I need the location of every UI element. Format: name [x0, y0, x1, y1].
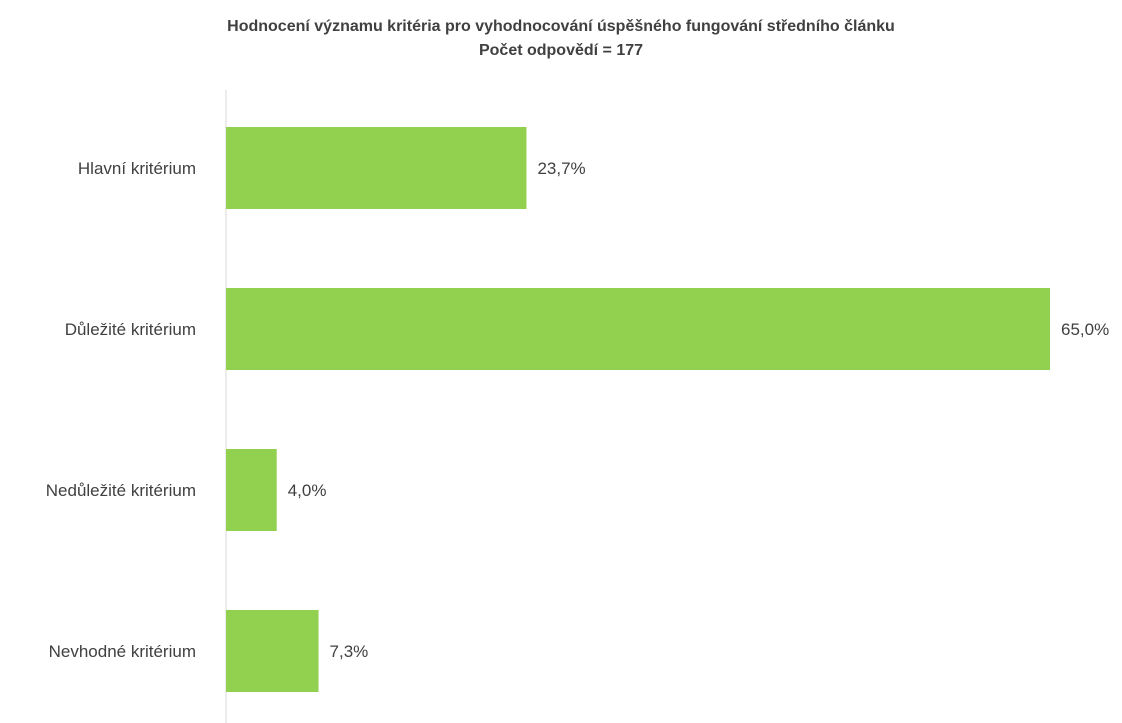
- value-label-1: 65,0%: [1061, 320, 1109, 339]
- bar-group: Hlavní kritérium 23,7% Důležité kritérium 6…: [46, 127, 1109, 692]
- chart-title: Hodnocení významu kritéria pro vyhodnoco…: [227, 18, 895, 35]
- value-label-0: 23,7%: [537, 159, 585, 178]
- value-label-2: 4,0%: [288, 481, 327, 500]
- category-label-3: Nevhodné kritérium: [49, 642, 196, 661]
- category-label-0: Hlavní kritérium: [78, 159, 196, 178]
- bar-0: [226, 127, 527, 209]
- chart-subtitle: Počet odpovědí = 177: [478, 42, 644, 59]
- value-label-3: 7,3%: [330, 642, 369, 661]
- bar-1: [226, 288, 1050, 370]
- bar-3: [226, 610, 319, 692]
- category-label-2: Nedůležité kritérium: [46, 481, 196, 500]
- bar-2: [226, 449, 277, 531]
- category-label-1: Důležité kritérium: [65, 320, 196, 339]
